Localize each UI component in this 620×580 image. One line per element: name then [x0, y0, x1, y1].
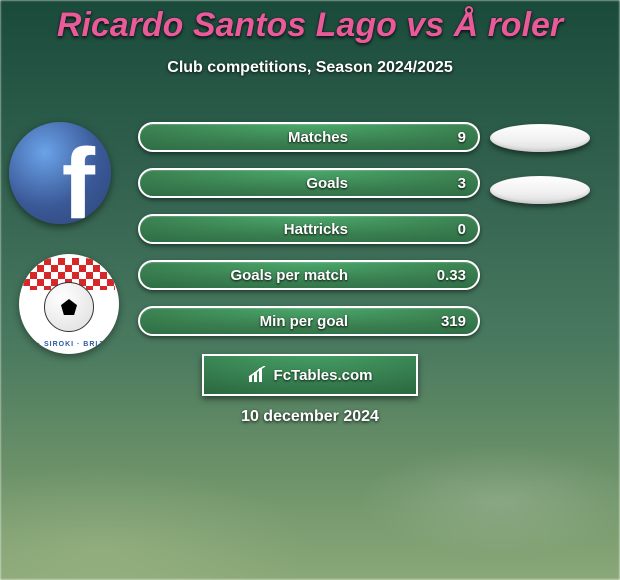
- stat-bar-goals-per-match: Goals per match 0.33: [138, 260, 480, 290]
- stat-bars: Matches 9 Goals 3 Hattricks 0 Goals per …: [138, 122, 480, 336]
- club-crest-avatar: NK · SIROKI · BRIJEG: [19, 254, 119, 354]
- stat-value: 319: [441, 313, 466, 330]
- stat-label: Matches: [288, 129, 348, 146]
- page-subtitle: Club competitions, Season 2024/2025: [0, 59, 620, 77]
- club-crest-arc-text: NK · SIROKI · BRIJEG: [19, 341, 119, 348]
- infographic-card: Ricardo Santos Lago vs Å roler Club comp…: [0, 0, 620, 580]
- empty-oval: [490, 176, 590, 204]
- stat-label: Goals: [306, 175, 348, 192]
- player-avatar-facebook: [9, 122, 111, 224]
- stat-bar-hattricks: Hattricks 0: [138, 214, 480, 244]
- stat-bar-matches: Matches 9: [138, 122, 480, 152]
- stat-bar-min-per-goal: Min per goal 319: [138, 306, 480, 336]
- empty-oval: [490, 124, 590, 152]
- stat-bar-goals: Goals 3: [138, 168, 480, 198]
- comparison-ovals: [490, 124, 590, 204]
- stat-value: 3: [458, 175, 466, 192]
- stat-value: 9: [458, 129, 466, 146]
- brand-badge: FcTables.com: [202, 354, 418, 396]
- soccer-ball-icon: [44, 282, 94, 332]
- date-text: 10 december 2024: [0, 408, 620, 426]
- page-title: Ricardo Santos Lago vs Å roler: [0, 0, 620, 45]
- bar-chart-icon: [248, 366, 270, 384]
- stat-label: Hattricks: [284, 221, 348, 238]
- stat-value: 0: [458, 221, 466, 238]
- stat-label: Min per goal: [260, 313, 348, 330]
- brand-text: FcTables.com: [274, 367, 373, 384]
- stat-value: 0.33: [437, 267, 466, 284]
- stat-label: Goals per match: [230, 267, 348, 284]
- avatar-column: NK · SIROKI · BRIJEG: [9, 122, 119, 354]
